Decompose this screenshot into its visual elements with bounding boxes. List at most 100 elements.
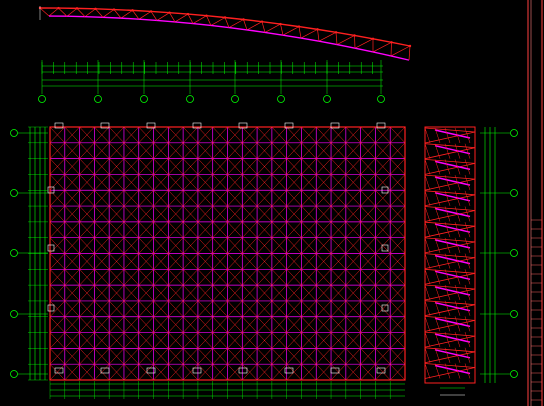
diagonal (271, 237, 287, 254)
support (376, 122, 386, 129)
diagonal (123, 348, 139, 365)
diagonal (123, 174, 139, 191)
elevation-web (454, 222, 461, 238)
diagonal (345, 174, 361, 191)
diagonal (212, 269, 228, 286)
elevation-web (444, 237, 451, 253)
diagonal (345, 316, 361, 333)
diagonal (242, 364, 258, 381)
diagonal (345, 190, 361, 207)
diagonal (345, 142, 361, 159)
diagonal (360, 269, 376, 286)
elevation-web (464, 316, 471, 332)
diagonal (316, 364, 332, 381)
diagonal (375, 316, 391, 333)
diagonal (212, 300, 228, 317)
diagonal (316, 205, 332, 223)
web (76, 8, 86, 17)
diagonal (212, 174, 228, 191)
web (210, 17, 226, 26)
diagonal (390, 126, 406, 143)
elevation-member (434, 223, 471, 233)
diagonal (301, 190, 317, 207)
support (238, 367, 248, 374)
diagonal (79, 126, 95, 143)
diagonal (390, 316, 406, 333)
diagonal (138, 126, 154, 143)
support (47, 186, 55, 194)
diagonal (123, 221, 139, 238)
diagonal (182, 142, 199, 159)
diagonal (182, 253, 199, 270)
diagonal (153, 190, 169, 207)
diagonal (345, 284, 361, 302)
axis-bubble (140, 95, 148, 103)
diagonal (79, 174, 95, 191)
web (335, 32, 338, 45)
diagonal (138, 158, 154, 175)
diagonal (49, 221, 65, 238)
support (284, 367, 294, 374)
diagonal (64, 237, 80, 254)
diagonal (94, 269, 110, 286)
axis-bubble (10, 189, 18, 197)
top-chord (113, 8, 133, 12)
diagonal (197, 300, 213, 317)
diagonal (271, 190, 287, 207)
diagonal (153, 142, 169, 159)
diagonal (94, 284, 110, 302)
diagonal (316, 284, 332, 302)
diagonal (271, 158, 287, 175)
diagonal (212, 142, 228, 159)
elevation-web (444, 206, 451, 222)
elevation-web (434, 332, 441, 348)
bottom-chord (210, 24, 230, 29)
web (280, 23, 284, 36)
elevation-web (464, 190, 471, 206)
diagonal (153, 158, 169, 175)
diagonal (301, 332, 317, 349)
diagonal (182, 316, 199, 333)
web (318, 32, 337, 42)
elevation-member (434, 239, 471, 249)
web (354, 38, 374, 49)
diagonal (286, 300, 302, 317)
diagonal (375, 348, 391, 365)
diagonal (197, 316, 213, 333)
axis-bubble (10, 310, 18, 318)
diagonal (227, 221, 243, 238)
diagonal (212, 126, 228, 143)
diagonal (330, 205, 347, 223)
diagonal (182, 190, 199, 207)
diagonal (271, 142, 287, 159)
diagonal (79, 205, 95, 223)
diagonal (168, 158, 184, 175)
diagonal (49, 190, 65, 207)
elevation-web (464, 363, 471, 379)
diagonal (271, 221, 287, 238)
axis-bubble (323, 95, 331, 103)
bottom-chord (336, 43, 356, 49)
title-block (527, 0, 543, 406)
diagonal (138, 237, 154, 254)
elevation-web (424, 363, 431, 379)
web (120, 10, 133, 19)
diagonal (316, 237, 332, 254)
diagonal (212, 221, 228, 238)
diagonal (330, 348, 347, 365)
diagonal (227, 174, 243, 191)
web (246, 21, 263, 31)
diagonal (182, 126, 199, 143)
diagonal (286, 269, 302, 286)
elevation-web (464, 269, 471, 285)
axis-bubble (10, 370, 18, 378)
diagonal (316, 332, 332, 349)
node (408, 44, 412, 48)
diagonal (286, 190, 302, 207)
diagonal (390, 300, 406, 317)
elevation-web (424, 300, 431, 316)
elevation-web (424, 269, 431, 285)
elevation-web (434, 300, 441, 316)
diagonal (316, 126, 332, 143)
axis-bubble (510, 370, 518, 378)
